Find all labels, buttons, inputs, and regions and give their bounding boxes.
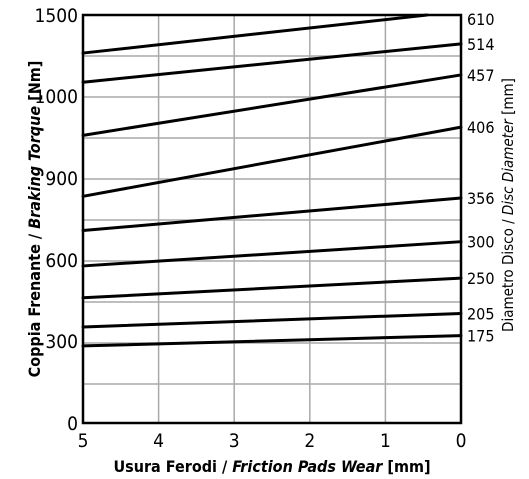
disc-diameter-label-300: 300 (467, 233, 494, 252)
series-lines (81, 13, 463, 348)
disc-diameter-label-514: 514 (467, 35, 494, 54)
series-line-205 (81, 311, 463, 329)
series-line-514 (81, 42, 463, 84)
x-axis-title-unit: [mm] (382, 457, 430, 476)
disc-diameter-label-406: 406 (467, 118, 494, 137)
y-tick-label: 1000 (35, 86, 79, 108)
disc-diameter-label-250: 250 (467, 269, 494, 288)
y-tick-labels: 0 300 600 900 1000 1500 (35, 5, 79, 435)
series-line-356 (81, 196, 463, 232)
disc-diameter-labels: 175 205 250 300 356 406 457 514 610 (467, 10, 494, 346)
series-line-250 (81, 276, 463, 300)
series-line-406 (81, 125, 463, 198)
x-tick-label: 2 (304, 430, 315, 452)
series-line-175 (81, 334, 463, 348)
disc-diameter-label-175: 175 (467, 327, 494, 346)
secondary-axis-title: Diametro Disco / Disc Diameter [mm] (499, 78, 517, 332)
x-axis-title-italic: Friction Pads Wear (232, 457, 383, 476)
y-axis-title-unit: [Nm] (25, 61, 44, 106)
disc-diameter-label-457: 457 (467, 66, 494, 85)
series-line-457 (81, 73, 463, 137)
y-tick-label: 900 (45, 168, 78, 190)
x-tick-label: 4 (153, 430, 164, 452)
y-tick-label: 300 (45, 331, 78, 353)
x-tick-labels: 5 4 3 2 1 0 (78, 430, 467, 452)
y-axis-title-prefix: Coppia Frenante / (25, 229, 44, 378)
disc-diameter-label-610: 610 (467, 10, 494, 29)
series-line-300 (81, 240, 463, 268)
x-tick-label: 3 (229, 430, 240, 452)
secondary-axis-title-unit: [mm] (499, 78, 517, 119)
plot-frame (81, 13, 463, 425)
y-axis-title-italic: Braking Torque (25, 106, 44, 229)
secondary-axis-title-prefix: Diametro Disco / (499, 215, 517, 332)
disc-diameter-label-356: 356 (467, 189, 494, 208)
secondary-axis-title-italic: Disc Diameter (499, 118, 517, 215)
disc-diameter-label-205: 205 (467, 304, 494, 323)
y-axis-title: Coppia Frenante / Braking Torque [Nm] (25, 61, 44, 378)
y-tick-label: 0 (67, 413, 78, 435)
x-tick-label: 0 (456, 430, 467, 452)
y-tick-label: 1500 (35, 5, 79, 27)
x-tick-label: 5 (78, 430, 89, 452)
x-tick-label: 1 (380, 430, 391, 452)
x-axis-title-prefix: Usura Ferodi / (113, 457, 232, 476)
y-tick-label: 600 (45, 250, 78, 272)
series-line-610 (81, 13, 429, 55)
x-axis-title: Usura Ferodi / Friction Pads Wear [mm] (113, 457, 430, 476)
